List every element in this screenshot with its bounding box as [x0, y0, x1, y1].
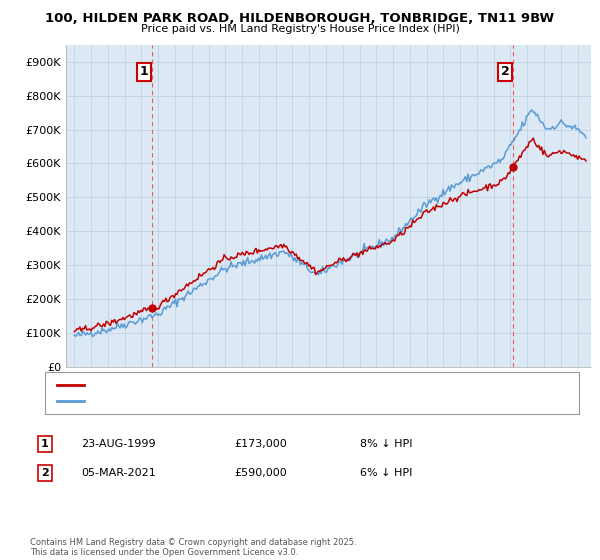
Text: 1: 1: [41, 439, 49, 449]
Text: 1: 1: [140, 66, 148, 78]
Text: Price paid vs. HM Land Registry's House Price Index (HPI): Price paid vs. HM Land Registry's House …: [140, 24, 460, 34]
Text: £590,000: £590,000: [234, 468, 287, 478]
Text: 100, HILDEN PARK ROAD, HILDENBOROUGH, TONBRIDGE, TN11 9BW: 100, HILDEN PARK ROAD, HILDENBOROUGH, TO…: [46, 12, 554, 25]
Text: 100, HILDEN PARK ROAD, HILDENBOROUGH, TONBRIDGE, TN11 9BW (detached house): 100, HILDEN PARK ROAD, HILDENBOROUGH, TO…: [87, 380, 514, 390]
Text: HPI: Average price, detached house, Tonbridge and Malling: HPI: Average price, detached house, Tonb…: [87, 396, 375, 407]
Text: 6% ↓ HPI: 6% ↓ HPI: [360, 468, 412, 478]
Text: 2: 2: [41, 468, 49, 478]
Text: 23-AUG-1999: 23-AUG-1999: [81, 439, 155, 449]
Text: 8% ↓ HPI: 8% ↓ HPI: [360, 439, 413, 449]
Text: £173,000: £173,000: [234, 439, 287, 449]
Text: Contains HM Land Registry data © Crown copyright and database right 2025.
This d: Contains HM Land Registry data © Crown c…: [30, 538, 356, 557]
Text: 2: 2: [500, 66, 509, 78]
Text: 05-MAR-2021: 05-MAR-2021: [81, 468, 156, 478]
